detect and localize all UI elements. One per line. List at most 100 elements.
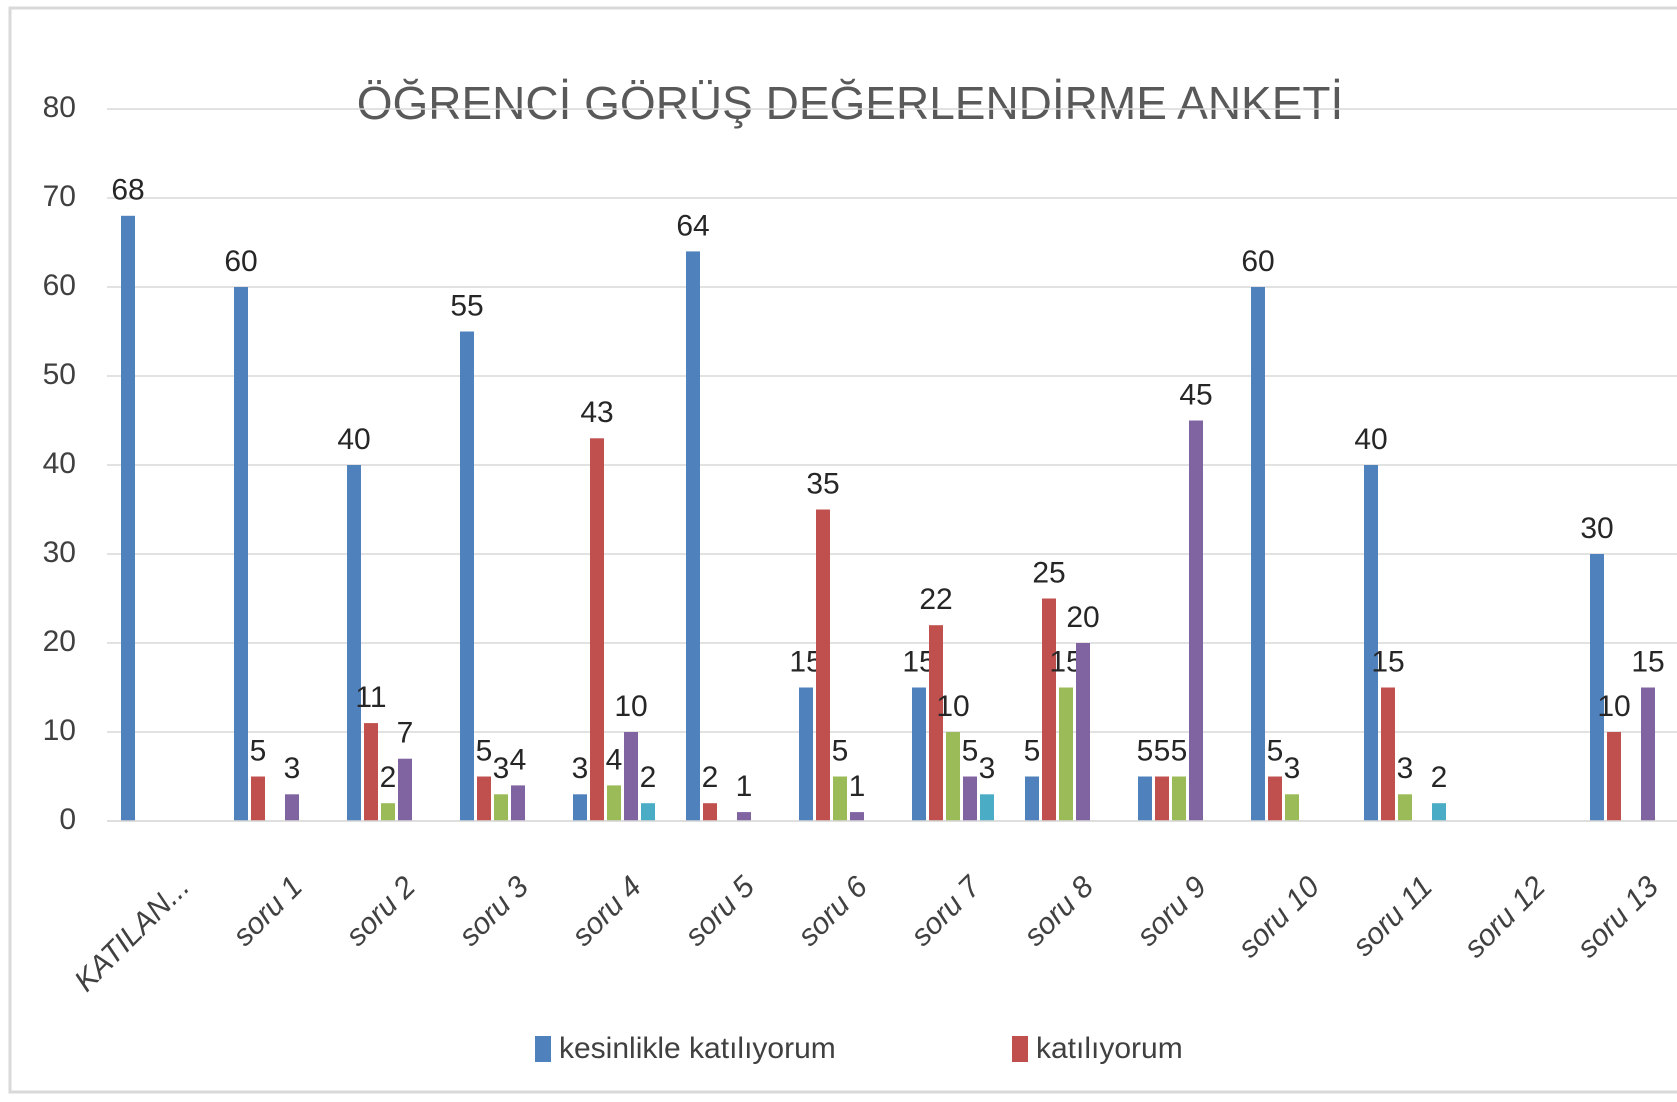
legend-swatch xyxy=(1012,1036,1028,1062)
bar xyxy=(912,687,926,821)
bar xyxy=(573,794,587,821)
bar xyxy=(1138,776,1152,821)
bar xyxy=(1076,643,1090,821)
bar xyxy=(1025,776,1039,821)
value-label: 25 xyxy=(1032,556,1065,589)
y-tick-label: 10 xyxy=(43,714,76,747)
bar xyxy=(624,732,638,821)
bar xyxy=(1381,687,1395,821)
bar xyxy=(737,812,751,821)
bar xyxy=(929,625,943,821)
bar xyxy=(1607,732,1621,821)
value-label: 1 xyxy=(736,770,753,803)
bar xyxy=(477,776,491,821)
value-label: 4 xyxy=(606,743,623,776)
value-label: 55 xyxy=(450,289,483,322)
value-label: 15 xyxy=(1631,645,1664,678)
y-tick-label: 30 xyxy=(43,536,76,569)
bar xyxy=(816,509,830,821)
value-label: 5 xyxy=(1171,734,1188,767)
value-label: 5 xyxy=(962,734,979,767)
bar xyxy=(963,776,977,821)
value-label: 60 xyxy=(1241,245,1274,278)
bar xyxy=(946,732,960,821)
value-label: 5 xyxy=(250,734,267,767)
chart-border xyxy=(8,6,1677,1094)
bar xyxy=(1432,803,1446,821)
y-tick-label: 0 xyxy=(59,803,76,836)
value-label: 5 xyxy=(1154,734,1171,767)
bar xyxy=(1364,465,1378,821)
value-label: 30 xyxy=(1580,512,1613,545)
value-label: 22 xyxy=(919,583,952,616)
value-label: 45 xyxy=(1179,378,1212,411)
bar xyxy=(121,215,135,822)
y-tick-label: 50 xyxy=(43,358,76,391)
bar xyxy=(1268,776,1282,821)
value-label: 1 xyxy=(849,770,866,803)
value-label: 5 xyxy=(1267,734,1284,767)
y-tick-label: 20 xyxy=(43,625,76,658)
bar xyxy=(1155,776,1169,821)
bar xyxy=(1398,794,1412,821)
value-label: 64 xyxy=(676,209,709,242)
value-label: 3 xyxy=(493,752,510,785)
bar xyxy=(381,803,395,821)
value-label: 2 xyxy=(640,761,657,794)
bar xyxy=(251,776,265,821)
bar xyxy=(641,803,655,821)
legend-label: kesinlikle katılıyorum xyxy=(559,1032,836,1065)
bar xyxy=(799,687,813,821)
bar xyxy=(607,785,621,821)
value-label: 5 xyxy=(832,734,849,767)
bar xyxy=(850,812,864,821)
bar xyxy=(364,723,378,821)
value-label: 11 xyxy=(355,681,386,714)
bar xyxy=(285,794,299,821)
y-tick-label: 60 xyxy=(43,269,76,302)
value-label: 3 xyxy=(1397,752,1414,785)
y-tick-label: 40 xyxy=(43,447,76,480)
value-label: 2 xyxy=(380,761,397,794)
bar xyxy=(1251,287,1265,821)
value-label: 3 xyxy=(1284,752,1301,785)
value-label: 43 xyxy=(580,396,613,429)
bar xyxy=(494,794,508,821)
value-label: 60 xyxy=(224,245,257,278)
bar xyxy=(1590,554,1604,821)
value-label: 15 xyxy=(1371,645,1404,678)
value-label: 68 xyxy=(111,174,144,207)
value-label: 5 xyxy=(476,734,493,767)
value-label: 3 xyxy=(979,752,996,785)
bar xyxy=(833,776,847,821)
bar xyxy=(234,287,248,821)
bar xyxy=(347,465,361,821)
value-label: 35 xyxy=(806,467,839,500)
bar xyxy=(590,438,604,821)
bar xyxy=(1172,776,1186,821)
value-label: 20 xyxy=(1066,601,1099,634)
value-label: 5 xyxy=(1137,734,1154,767)
value-label: 3 xyxy=(572,752,589,785)
chart-title: ÖĞRENCİ GÖRÜŞ DEĞERLENDİRME ANKETİ xyxy=(357,77,1344,129)
value-label: 5 xyxy=(1024,734,1041,767)
value-label: 40 xyxy=(1354,423,1387,456)
y-tick-label: 70 xyxy=(43,180,76,213)
bar xyxy=(398,758,412,821)
value-label: 10 xyxy=(1597,690,1630,723)
legend-swatch xyxy=(535,1036,551,1062)
value-label: 7 xyxy=(397,717,414,750)
bar xyxy=(1641,687,1655,821)
value-label: 2 xyxy=(1431,761,1448,794)
value-label: 10 xyxy=(614,690,647,723)
bar xyxy=(703,803,717,821)
value-label: 10 xyxy=(936,690,969,723)
bar xyxy=(686,251,700,821)
bar xyxy=(1042,598,1056,821)
legend-label: katılıyorum xyxy=(1036,1032,1183,1065)
value-label: 2 xyxy=(702,761,719,794)
bar xyxy=(1285,794,1299,821)
value-label: 3 xyxy=(284,752,301,785)
